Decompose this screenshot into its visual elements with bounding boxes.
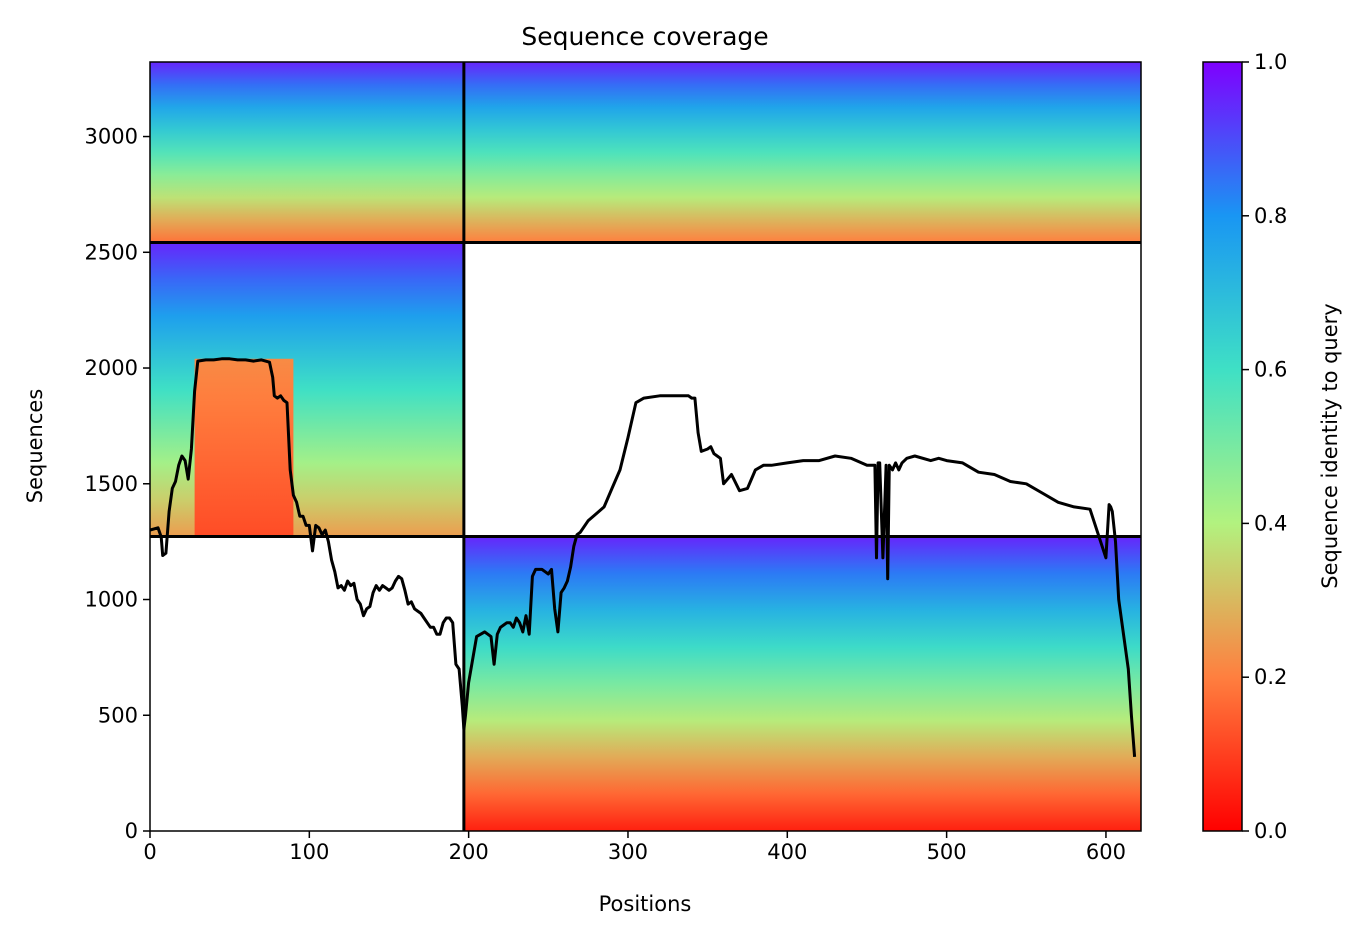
y-axis-label: Sequences [23,389,47,504]
colorbar-tick-label: 0.4 [1254,511,1287,535]
x-axis-label: Positions [599,892,692,916]
colorbar [1202,61,1243,832]
chart-title: Sequence coverage [521,22,768,51]
block-chain1-low-id [194,358,294,537]
y-tick-label: 0 [125,819,138,843]
x-tick-label: 100 [289,840,329,864]
y-axis: 0 500 1000 1500 2000 2500 3000 [85,125,150,843]
colorbar-tick-label: 0.0 [1254,819,1287,843]
x-axis: 0 100 200 300 400 500 600 [143,831,1126,864]
x-tick-label: 0 [143,840,156,864]
colorbar-tick-label: 0.8 [1254,204,1287,228]
y-tick-label: 500 [98,703,138,727]
plot-area [150,62,1141,831]
coverage-line [150,357,1137,758]
colorbar-tick-label: 1.0 [1254,50,1287,74]
colorbar-label: Sequence identity to query [1318,303,1342,588]
block-chain2-top [463,62,1141,243]
y-tick-label: 1500 [85,472,138,496]
y-tick-label: 2000 [85,356,138,380]
block-chain2-bottom [463,536,1141,831]
x-tick-label: 300 [608,840,648,864]
y-tick-label: 1000 [85,588,138,612]
x-tick-label: 400 [767,840,807,864]
x-tick-label: 500 [927,840,967,864]
colorbar-tick-label: 0.6 [1254,358,1287,382]
x-tick-label: 600 [1086,840,1126,864]
y-tick-label: 2500 [85,240,138,264]
colorbar-tick-label: 0.2 [1254,665,1287,689]
x-tick-label: 200 [449,840,489,864]
block-chain1-top [150,62,464,243]
colorbar-ticks: 0.0 0.2 0.4 0.6 0.8 1.0 [1242,50,1287,843]
plot-frame [149,61,1142,832]
alignment-blocks [150,62,1141,831]
y-tick-label: 3000 [85,125,138,149]
